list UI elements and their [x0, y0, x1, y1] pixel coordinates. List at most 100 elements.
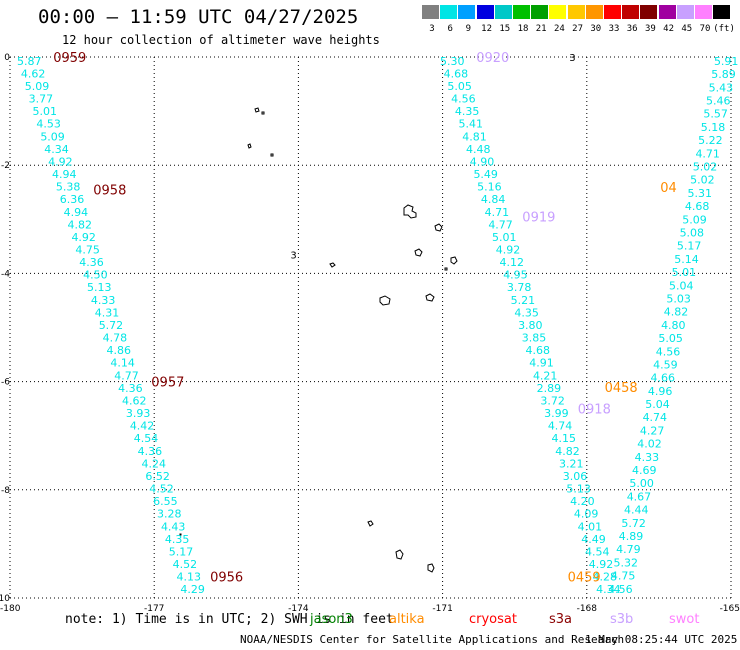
- wave-height-value: 4.68: [526, 344, 551, 357]
- wave-height-value: 4.69: [632, 464, 657, 477]
- axis-ticks: -180 -177 -174 -171 -168 -165 0 -2 -4 -6 -8 -10: [0, 53, 740, 614]
- island-outline: [179, 533, 182, 536]
- wave-height-value: 3.80: [518, 319, 543, 332]
- wave-height-value: 5.01: [492, 231, 517, 244]
- satellite-legend-cryosat: cryosat: [469, 612, 517, 627]
- island-outline: [367, 520, 374, 527]
- island-outline: [270, 153, 274, 157]
- wave-height-value: 4.77: [488, 218, 513, 231]
- footer-note: note: 1) Time is in UTC; 2) SWH is in fe…: [65, 612, 394, 627]
- x-tick-label: -177: [144, 604, 164, 614]
- wave-height-value: 5.04: [645, 398, 670, 411]
- colorbar-swatch: [513, 5, 530, 19]
- point-label: 3: [569, 53, 575, 64]
- colorbar-swatch: [458, 5, 476, 19]
- island-outline: [329, 262, 336, 268]
- wave-height-value: 5.43: [709, 81, 734, 94]
- wave-height-value: 2.89: [537, 382, 562, 395]
- wave-height-value: 4.92: [71, 231, 96, 244]
- wave-height-value: 4.77: [114, 369, 139, 382]
- wave-height-value: 4.71: [485, 206, 510, 219]
- x-tick-label: -180: [0, 604, 21, 614]
- satellite-legend-jason3: jason3: [310, 612, 353, 627]
- wave-height-value: 5.31: [688, 187, 713, 200]
- wave-height-value: 5.21: [511, 294, 536, 307]
- colorbar-label: 15: [499, 24, 511, 34]
- credit-line: NOAA/NESDIS Center for Satellite Applica…: [240, 633, 625, 646]
- wave-height-value: 4.62: [21, 67, 46, 80]
- wave-height-value: 3.72: [540, 394, 565, 407]
- wave-height-value: 5.09: [25, 80, 50, 93]
- wave-height-value: 5.13: [566, 483, 591, 496]
- satellite-legend-s3b: s3b: [610, 612, 634, 627]
- colorbar-label: 24: [553, 24, 565, 34]
- satellite-legend-swot: swot: [669, 612, 700, 627]
- wave-height-value: 4.44: [624, 504, 649, 517]
- wave-height-value: 4.14: [110, 357, 135, 370]
- wave-height-value: 4.59: [653, 358, 678, 371]
- wave-height-value: 4.56: [451, 93, 476, 106]
- pass-time-label: 0957: [151, 376, 184, 391]
- colorbar-swatch: [695, 5, 712, 19]
- island-outline: [395, 549, 404, 560]
- wave-height-value: 5.05: [658, 332, 683, 345]
- wave-height-value: 4.02: [637, 438, 662, 451]
- island-outline: [414, 248, 423, 257]
- wave-height-value: 4.28: [592, 571, 617, 584]
- wave-height-value: 6.52: [145, 470, 170, 483]
- y-tick-label: -10: [0, 594, 10, 604]
- wave-height-value: 5.30: [440, 55, 465, 68]
- wave-height-value: 6.36: [60, 193, 85, 206]
- wave-height-value: 5.02: [690, 174, 715, 187]
- wave-height-value: 5.87: [17, 55, 42, 68]
- wave-height-value: 4.31: [95, 306, 120, 319]
- wave-height-value: 4.56: [608, 583, 633, 596]
- satellite-legend-altika: altika: [389, 612, 425, 627]
- wave-height-value: 4.52: [149, 483, 174, 496]
- track: 5.915.895.435.465.575.185.224.715.025.02…: [568, 55, 739, 596]
- wave-height-value: 4.81: [462, 130, 487, 143]
- wave-height-value: 5.91: [714, 55, 739, 68]
- colorbar-swatch: [476, 5, 494, 19]
- grid-lines: [9, 56, 732, 599]
- wave-height-value: 5.09: [40, 130, 65, 143]
- wave-height-value: 4.36: [118, 382, 143, 395]
- generation-timestamp: 1 May 08:25:44 UTC 2025: [585, 633, 738, 646]
- wave-height-value: 5.00: [629, 477, 654, 490]
- wave-height-value: 3.28: [157, 508, 182, 521]
- colorbar-label: 42: [663, 24, 675, 34]
- chart-subtitle: 12 hour collection of altimeter wave hei…: [62, 33, 380, 47]
- wave-height-value: 4.12: [499, 256, 524, 269]
- colorbar-label: 39: [644, 24, 656, 34]
- wave-height-value: 4.92: [589, 558, 614, 571]
- x-tick-label: -171: [432, 604, 452, 614]
- wave-height-value: 5.04: [669, 279, 694, 292]
- wave-height-value: 4.74: [643, 411, 668, 424]
- colorbar-label: 36: [626, 24, 638, 34]
- colorbar-label: 30: [590, 24, 602, 34]
- wave-height-value: 5.01: [672, 266, 697, 279]
- wave-height-value: 4.29: [180, 583, 205, 596]
- pass-time-label: 0458: [605, 381, 638, 396]
- colorbar-swatch: [604, 5, 621, 19]
- wave-height-value: 4.89: [619, 530, 644, 543]
- wave-height-value: 5.16: [477, 181, 502, 194]
- wave-height-value: 4.75: [75, 243, 100, 256]
- wave-height-value: 4.36: [138, 445, 163, 458]
- wave-height-value: 5.72: [99, 319, 124, 332]
- wave-height-value: 5.32: [613, 556, 638, 569]
- colorbar-label: 3: [429, 24, 435, 34]
- pass-time-label: 0919: [522, 211, 555, 226]
- wave-height-value: 4.27: [640, 424, 665, 437]
- wave-height-value: 5.17: [677, 240, 702, 253]
- colorbar-label: 70: [699, 24, 711, 34]
- wave-height-value: 4.15: [552, 432, 577, 445]
- wave-height-value: 4.36: [79, 256, 104, 269]
- wave-height-value: 4.67: [627, 490, 652, 503]
- wave-height-value: 5.01: [33, 105, 58, 118]
- colorbar-swatch: [640, 5, 658, 19]
- colorbar-swatch: [676, 5, 694, 19]
- island-outlines: [179, 107, 458, 573]
- wave-height-value: 3.99: [544, 407, 569, 420]
